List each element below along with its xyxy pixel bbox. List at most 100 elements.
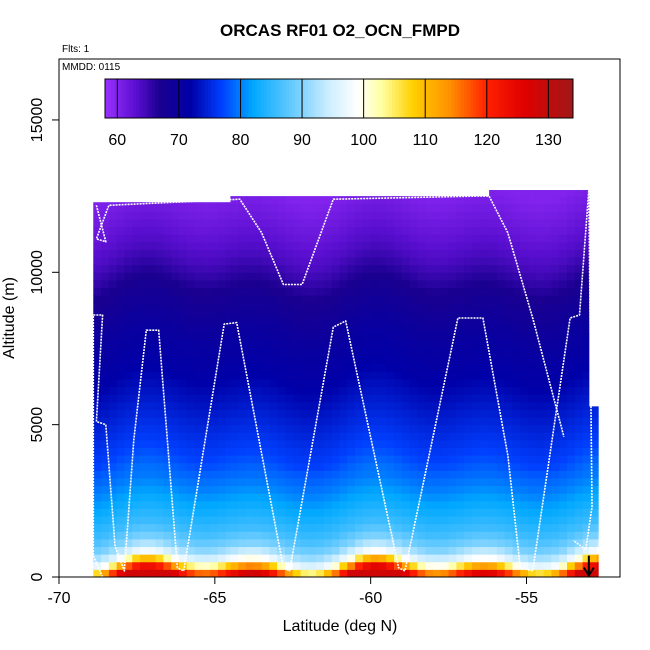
heatmap-cell	[147, 264, 157, 273]
heatmap-cell	[535, 561, 545, 570]
heatmap-cell	[440, 462, 450, 471]
heatmap-cell	[582, 371, 590, 380]
heatmap-cell	[155, 432, 164, 441]
heatmap-cell	[238, 538, 247, 548]
heatmap-cell	[246, 432, 255, 441]
heatmap-cell	[292, 531, 302, 540]
heatmap-cell	[155, 378, 164, 388]
heatmap-cell	[225, 432, 231, 441]
heatmap-cell	[202, 249, 211, 258]
heatmap-cell	[230, 386, 239, 395]
heatmap-cell	[456, 249, 465, 258]
heatmap-cell	[487, 493, 490, 502]
colorbar-tick-label: 80	[232, 132, 250, 149]
heatmap-cell	[582, 279, 590, 289]
colorbar-swatch	[463, 79, 468, 118]
heatmap-cell	[417, 439, 426, 448]
heatmap-cell	[386, 272, 395, 281]
heatmap-cell	[230, 287, 239, 296]
heatmap-cell	[512, 477, 521, 487]
heatmap-cell	[140, 257, 149, 266]
heatmap-cell	[528, 302, 537, 311]
heatmap-cell	[596, 409, 599, 418]
heatmap-cell	[108, 340, 118, 349]
heatmap-cell	[433, 462, 442, 471]
heatmap-cell	[487, 386, 490, 395]
heatmap-cell	[93, 462, 102, 471]
heatmap-cell	[574, 333, 584, 342]
heatmap-cell	[225, 424, 231, 433]
heatmap-cell	[277, 546, 286, 555]
heatmap-cell	[155, 394, 164, 403]
heatmap-cell	[132, 386, 141, 395]
heatmap-cell	[487, 371, 490, 380]
heatmap-cell	[362, 241, 372, 250]
heatmap-cell	[596, 538, 599, 548]
heatmap-cell	[124, 249, 133, 258]
heatmap-cell	[292, 378, 302, 388]
heatmap-cell	[504, 190, 513, 197]
heatmap-cell	[140, 569, 149, 578]
heatmap-cell	[464, 470, 473, 479]
colorbar-swatch	[167, 79, 171, 118]
heatmap-cell	[323, 241, 333, 250]
heatmap-cell	[202, 272, 211, 281]
heatmap-cell	[440, 340, 450, 349]
heatmap-cell	[163, 538, 172, 548]
heatmap-cell	[551, 432, 560, 441]
heatmap-cell	[567, 417, 576, 426]
heatmap-cell	[520, 477, 529, 487]
heatmap-cell	[300, 417, 309, 426]
heatmap-cell	[124, 417, 133, 426]
heatmap-cell	[108, 439, 118, 448]
heatmap-cell	[339, 333, 348, 342]
heatmap-cell	[261, 569, 270, 578]
heatmap-cell	[409, 401, 418, 410]
heatmap-cell	[559, 424, 568, 433]
colorbar-swatch	[445, 79, 449, 118]
heatmap-cell	[93, 485, 102, 494]
heatmap-cell	[217, 546, 227, 555]
heatmap-cell	[178, 508, 188, 517]
heatmap-cell	[528, 455, 537, 464]
colorbar-swatch	[164, 79, 168, 118]
heatmap-cell	[448, 302, 457, 311]
heatmap-cell	[425, 363, 434, 372]
heatmap-cell	[261, 371, 270, 380]
heatmap-cell	[370, 302, 379, 311]
heatmap-cell	[339, 287, 348, 296]
heatmap-cell	[323, 264, 333, 273]
heatmap-cell	[394, 272, 403, 281]
heatmap-cell	[487, 348, 490, 357]
heatmap-cell	[308, 378, 317, 388]
heatmap-cell	[504, 447, 513, 456]
heatmap-cell	[101, 249, 110, 258]
heatmap-cell	[269, 455, 278, 464]
heatmap-cell	[163, 531, 172, 540]
heatmap-cell	[155, 500, 164, 509]
heatmap-cell	[386, 554, 395, 563]
heatmap-cell	[378, 439, 387, 448]
heatmap-cell	[401, 439, 411, 448]
heatmap-cell	[394, 302, 403, 311]
heatmap-cell	[300, 424, 309, 433]
colorbar-swatch	[161, 79, 165, 118]
colorbar-swatch	[133, 79, 137, 118]
heatmap-cell	[512, 264, 521, 273]
heatmap-cell	[331, 447, 340, 456]
heatmap-cell	[246, 470, 255, 479]
heatmap-cell	[225, 394, 231, 403]
heatmap-cell	[588, 546, 598, 555]
heatmap-cell	[417, 348, 426, 357]
heatmap-cell	[425, 424, 434, 433]
heatmap-cell	[253, 554, 263, 563]
heatmap-cell	[284, 348, 294, 357]
heatmap-cell	[253, 371, 263, 380]
heatmap-cell	[520, 234, 529, 243]
heatmap-cell	[479, 226, 489, 235]
heatmap-cell	[448, 470, 457, 479]
heatmap-cell	[308, 401, 317, 410]
heatmap-cell	[512, 516, 521, 525]
heatmap-cell	[331, 218, 340, 228]
heatmap-cell	[433, 348, 442, 357]
